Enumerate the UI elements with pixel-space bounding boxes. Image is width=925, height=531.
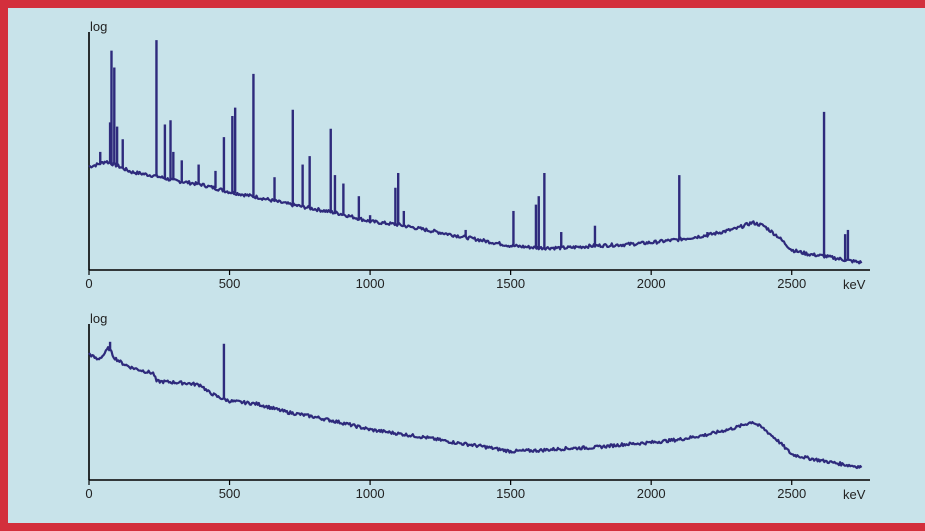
bottom-tick-label-2000: 2000 [637, 486, 666, 501]
bottom-tick-label-2500: 2500 [777, 486, 806, 501]
bottom-tick-label-0: 0 [85, 486, 92, 501]
bottom-x-ticks [88, 480, 793, 485]
top-tick-label-2000: 2000 [637, 276, 666, 291]
top-spectrum-chart: log 0 500 1000 1500 2000 2500 keV [85, 19, 870, 292]
top-spectrum-series [88, 40, 863, 265]
top-tick-label-0: 0 [85, 276, 92, 291]
bottom-tick-label-1000: 1000 [356, 486, 385, 501]
top-tick-label-500: 500 [219, 276, 241, 291]
bottom-spectrum-chart: log 0 500 1000 1500 2000 2500 keV [85, 311, 870, 502]
top-y-axis-label: log [90, 19, 107, 34]
bottom-spectrum-series [88, 341, 863, 470]
top-tick-label-1500: 1500 [496, 276, 525, 291]
top-tick-label-1000: 1000 [356, 276, 385, 291]
bottom-continuum-line [88, 346, 863, 470]
bottom-tick-label-500: 500 [219, 486, 241, 501]
bottom-y-axis-label: log [90, 311, 107, 326]
top-x-ticks [88, 270, 793, 275]
bottom-tick-label-1500: 1500 [496, 486, 525, 501]
top-continuum-line [88, 160, 863, 265]
top-tick-label-2500: 2500 [777, 276, 806, 291]
spectra-figure: log 0 500 1000 1500 2000 2500 keV log 0 … [85, 19, 870, 502]
top-x-unit-label: keV [843, 277, 866, 292]
bottom-x-unit-label: keV [843, 487, 866, 502]
